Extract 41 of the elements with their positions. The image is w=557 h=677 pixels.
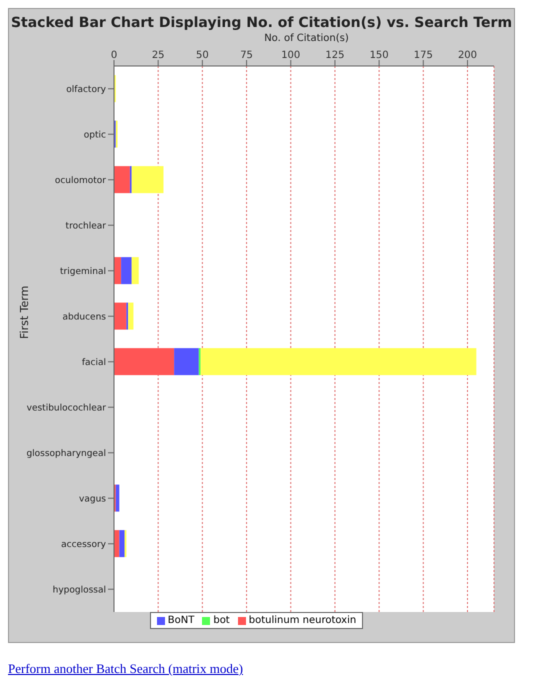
bar: [132, 257, 139, 284]
x-tick-label: 0: [110, 50, 118, 61]
legend-label: bot: [212, 615, 230, 626]
legend-label: botulinum neurotoxin: [248, 615, 356, 626]
y-tick-label: hypoglossal: [52, 585, 106, 596]
x-tick-label: 175: [414, 50, 433, 61]
y-tick-label: vagus: [79, 494, 106, 504]
bar: [116, 484, 120, 512]
bar: [174, 348, 199, 376]
x-tick-label: 200: [458, 50, 478, 61]
y-axis-title: First Term: [18, 286, 31, 339]
x-tick-label: 25: [152, 50, 165, 61]
x-tick-label: 50: [196, 50, 209, 61]
x-axis-title: No. of Citation(s): [263, 33, 350, 44]
y-tick-label: oculomotor: [54, 176, 106, 186]
text: Perform another Batch Search (matrix mode): [8, 661, 244, 677]
y-tick-label: abducens: [62, 312, 106, 322]
bar: [121, 257, 132, 284]
x-tick-label: 75: [240, 50, 253, 61]
bar: [114, 302, 126, 330]
y-tick-label: optic: [84, 130, 106, 140]
legend-label: BoNT: [166, 615, 194, 626]
y-tick-label: olfactory: [66, 84, 107, 95]
bar: [114, 166, 130, 194]
bar: [114, 257, 122, 284]
y-tick-label: trigeminal: [60, 266, 106, 277]
chart-title: Stacked Bar Chart Displaying No. of Citation(s) vs. Search Term: [10, 15, 514, 31]
bar: [114, 530, 120, 558]
bar: [114, 348, 174, 376]
x-tick-label: 150: [370, 50, 389, 61]
bar: [132, 166, 164, 194]
bar: [119, 530, 125, 558]
bar: [200, 348, 476, 376]
x-tick-label: 100: [281, 50, 300, 61]
y-tick-label: trochlear: [66, 221, 106, 232]
bar: [128, 302, 134, 330]
y-tick-label: facial: [82, 358, 106, 368]
y-tick-label: accessory: [61, 540, 107, 550]
y-tick-label: vestibulocochlear: [26, 403, 106, 414]
y-tick-label: glossopharyngeal: [26, 448, 106, 459]
x-tick-label: 125: [325, 50, 344, 61]
